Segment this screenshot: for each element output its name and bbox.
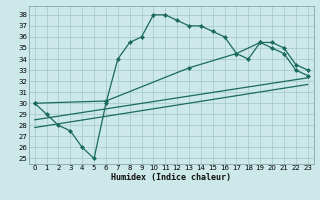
X-axis label: Humidex (Indice chaleur): Humidex (Indice chaleur) <box>111 173 231 182</box>
